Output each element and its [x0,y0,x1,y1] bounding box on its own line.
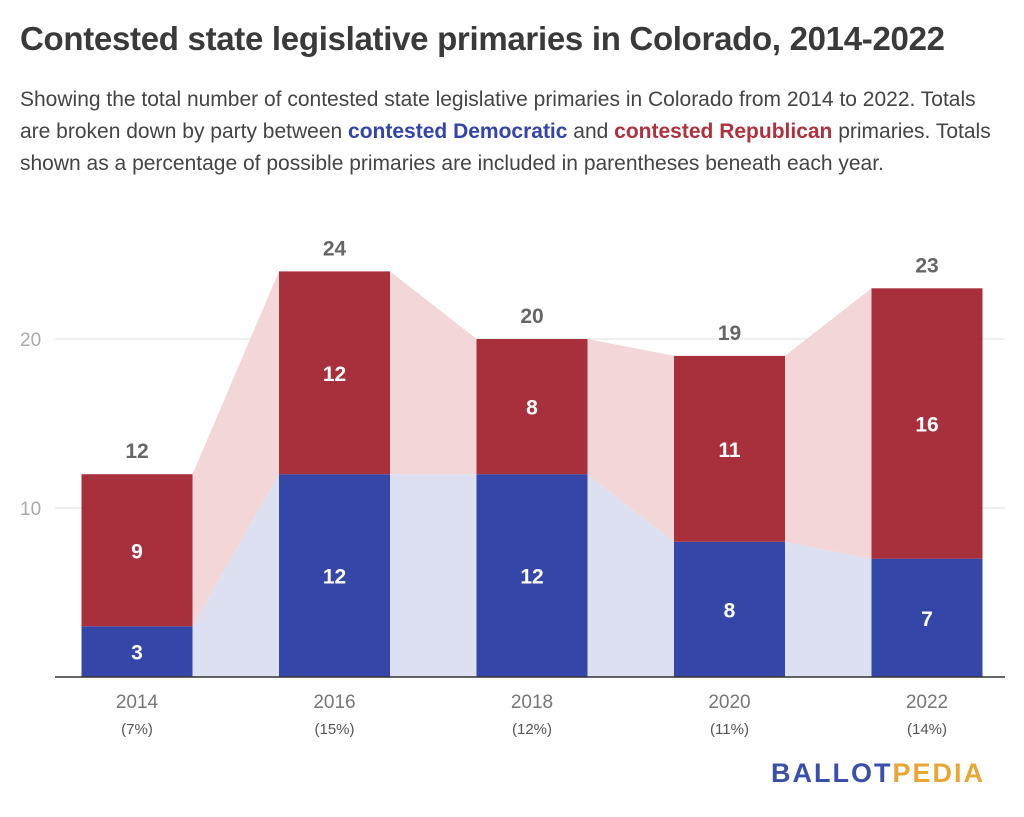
subtitle-text-3: primaries. Totals shown as a percentage … [20,120,991,175]
bar-republican-2022 [871,288,983,559]
data-label-republican: 16 [915,414,938,437]
bar-democratic-2022 [871,558,983,677]
data-label-democratic: 8 [724,599,736,622]
bar-republican-2014 [81,474,193,627]
data-label-total: 12 [125,440,148,463]
data-label-democratic: 12 [323,566,346,589]
bar-republican-2020 [674,355,785,542]
x-tick-label: 2016 [313,692,355,713]
subtitle-republican-highlight: contested Republican [614,120,833,143]
data-label-total: 23 [915,254,938,277]
x-tick-sublabel: (7%) [121,721,153,738]
bar-democratic-2014 [81,626,193,677]
data-label-total: 19 [718,322,741,345]
data-label-republican: 9 [131,540,143,563]
x-tick-sublabel: (11%) [710,721,749,738]
republican-connector-band [390,271,477,475]
republican-connector-band [785,288,872,559]
x-tick-label: 2018 [511,692,553,713]
x-tick-sublabel: (15%) [314,721,354,738]
chart-subtitle: Showing the total number of contested st… [20,84,1000,180]
bar-republican-2018 [476,339,588,475]
data-label-total: 20 [520,305,543,328]
bar-democratic-2018 [476,474,588,677]
y-tick-label: 20 [20,330,41,351]
logo-part-pedia: PEDIA [892,758,986,788]
ballotpedia-logo: BALLOTPEDIA [771,758,985,789]
bar-republican-2016 [279,271,390,475]
data-label-republican: 12 [323,363,346,386]
logo-part-ballot: BALLOT [771,758,893,788]
data-label-democratic: 7 [921,608,933,631]
data-label-republican: 8 [526,397,538,420]
bar-democratic-2016 [279,474,390,677]
democratic-connector-band [192,474,279,677]
democratic-connector-band [390,474,477,677]
republican-connector-band [192,271,279,627]
republican-connector-band [587,339,674,542]
data-label-republican: 11 [718,439,741,462]
subtitle-democratic-highlight: contested Democratic [348,120,568,143]
chart-title: Contested state legislative primaries in… [20,20,945,57]
subtitle-text-2: and [567,120,615,143]
subtitle-text-1: Showing the total number of contested st… [20,88,976,143]
data-label-democratic: 3 [131,642,143,665]
x-tick-label: 2014 [116,692,159,713]
x-tick-sublabel: (14%) [907,721,947,738]
x-tick-label: 2022 [906,692,948,713]
y-tick-label: 10 [20,499,41,520]
democratic-connector-band [587,474,674,677]
data-label-total: 24 [323,237,347,260]
x-tick-sublabel: (12%) [512,721,552,738]
data-label-democratic: 12 [520,566,543,589]
bar-democratic-2020 [674,541,785,677]
x-tick-label: 2020 [708,692,750,713]
democratic-connector-band [785,541,872,677]
